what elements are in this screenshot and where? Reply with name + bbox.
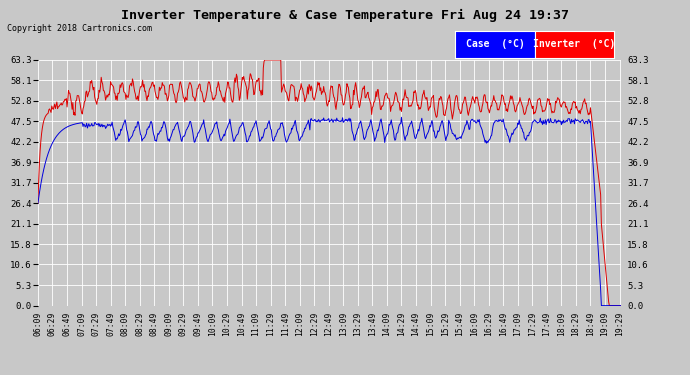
Text: Case  (°C): Case (°C) — [466, 39, 524, 49]
Text: Copyright 2018 Cartronics.com: Copyright 2018 Cartronics.com — [7, 24, 152, 33]
Text: Inverter  (°C): Inverter (°C) — [533, 39, 615, 49]
Text: Inverter Temperature & Case Temperature Fri Aug 24 19:37: Inverter Temperature & Case Temperature … — [121, 9, 569, 22]
